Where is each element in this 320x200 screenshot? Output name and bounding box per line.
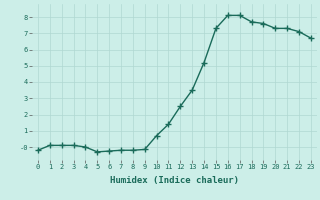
X-axis label: Humidex (Indice chaleur): Humidex (Indice chaleur) [110, 176, 239, 185]
